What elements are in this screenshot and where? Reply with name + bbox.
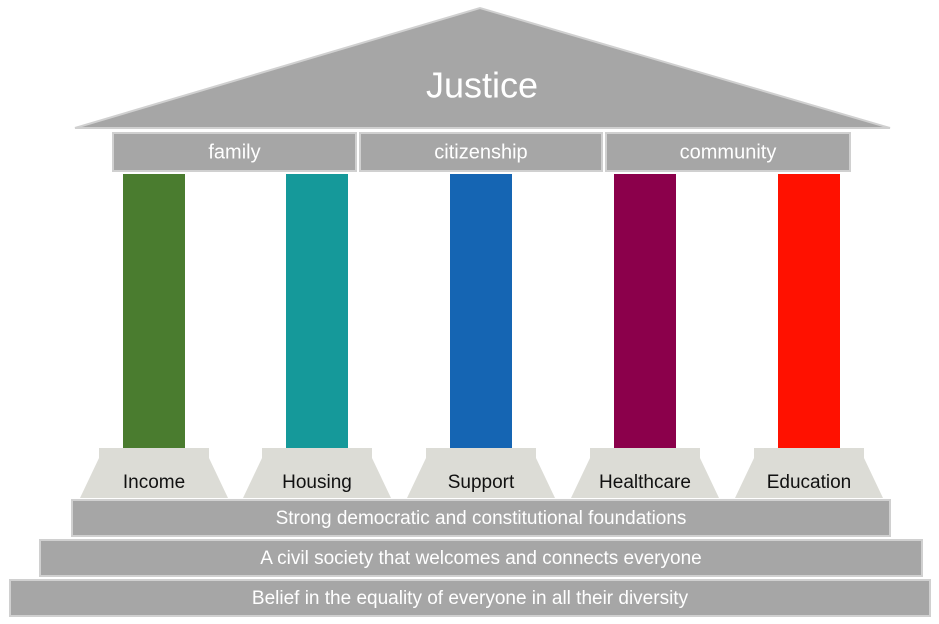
pillar-base (407, 448, 555, 498)
pillar-label: Income (123, 472, 185, 493)
pillar-base (243, 448, 391, 498)
pillar-label: Education (767, 472, 852, 493)
pillar (778, 174, 840, 448)
pillar (123, 174, 185, 448)
step (39, 539, 923, 577)
pillar (614, 174, 676, 448)
pillar-label: Housing (282, 472, 352, 493)
beam-label: citizenship (434, 141, 527, 163)
pillar-label: Healthcare (599, 472, 691, 493)
beam-block (359, 132, 603, 172)
roof-title: Justice (426, 65, 538, 106)
pillar-label: Support (448, 472, 515, 493)
step-label: Strong democratic and constitutional fou… (276, 508, 687, 529)
beam-label: family (208, 141, 260, 163)
beam-block (605, 132, 851, 172)
step-label: Belief in the equality of everyone in al… (252, 588, 689, 609)
step (9, 579, 931, 617)
pillar (286, 174, 348, 448)
pillar-base (80, 448, 228, 498)
step (71, 499, 891, 537)
roof (74, 6, 891, 129)
pillar-base (735, 448, 883, 498)
pillar (450, 174, 512, 448)
step-label: A civil society that welcomes and connec… (260, 548, 701, 569)
beam-block (112, 132, 357, 172)
pillar-base (571, 448, 719, 498)
beam-label: community (680, 141, 777, 163)
